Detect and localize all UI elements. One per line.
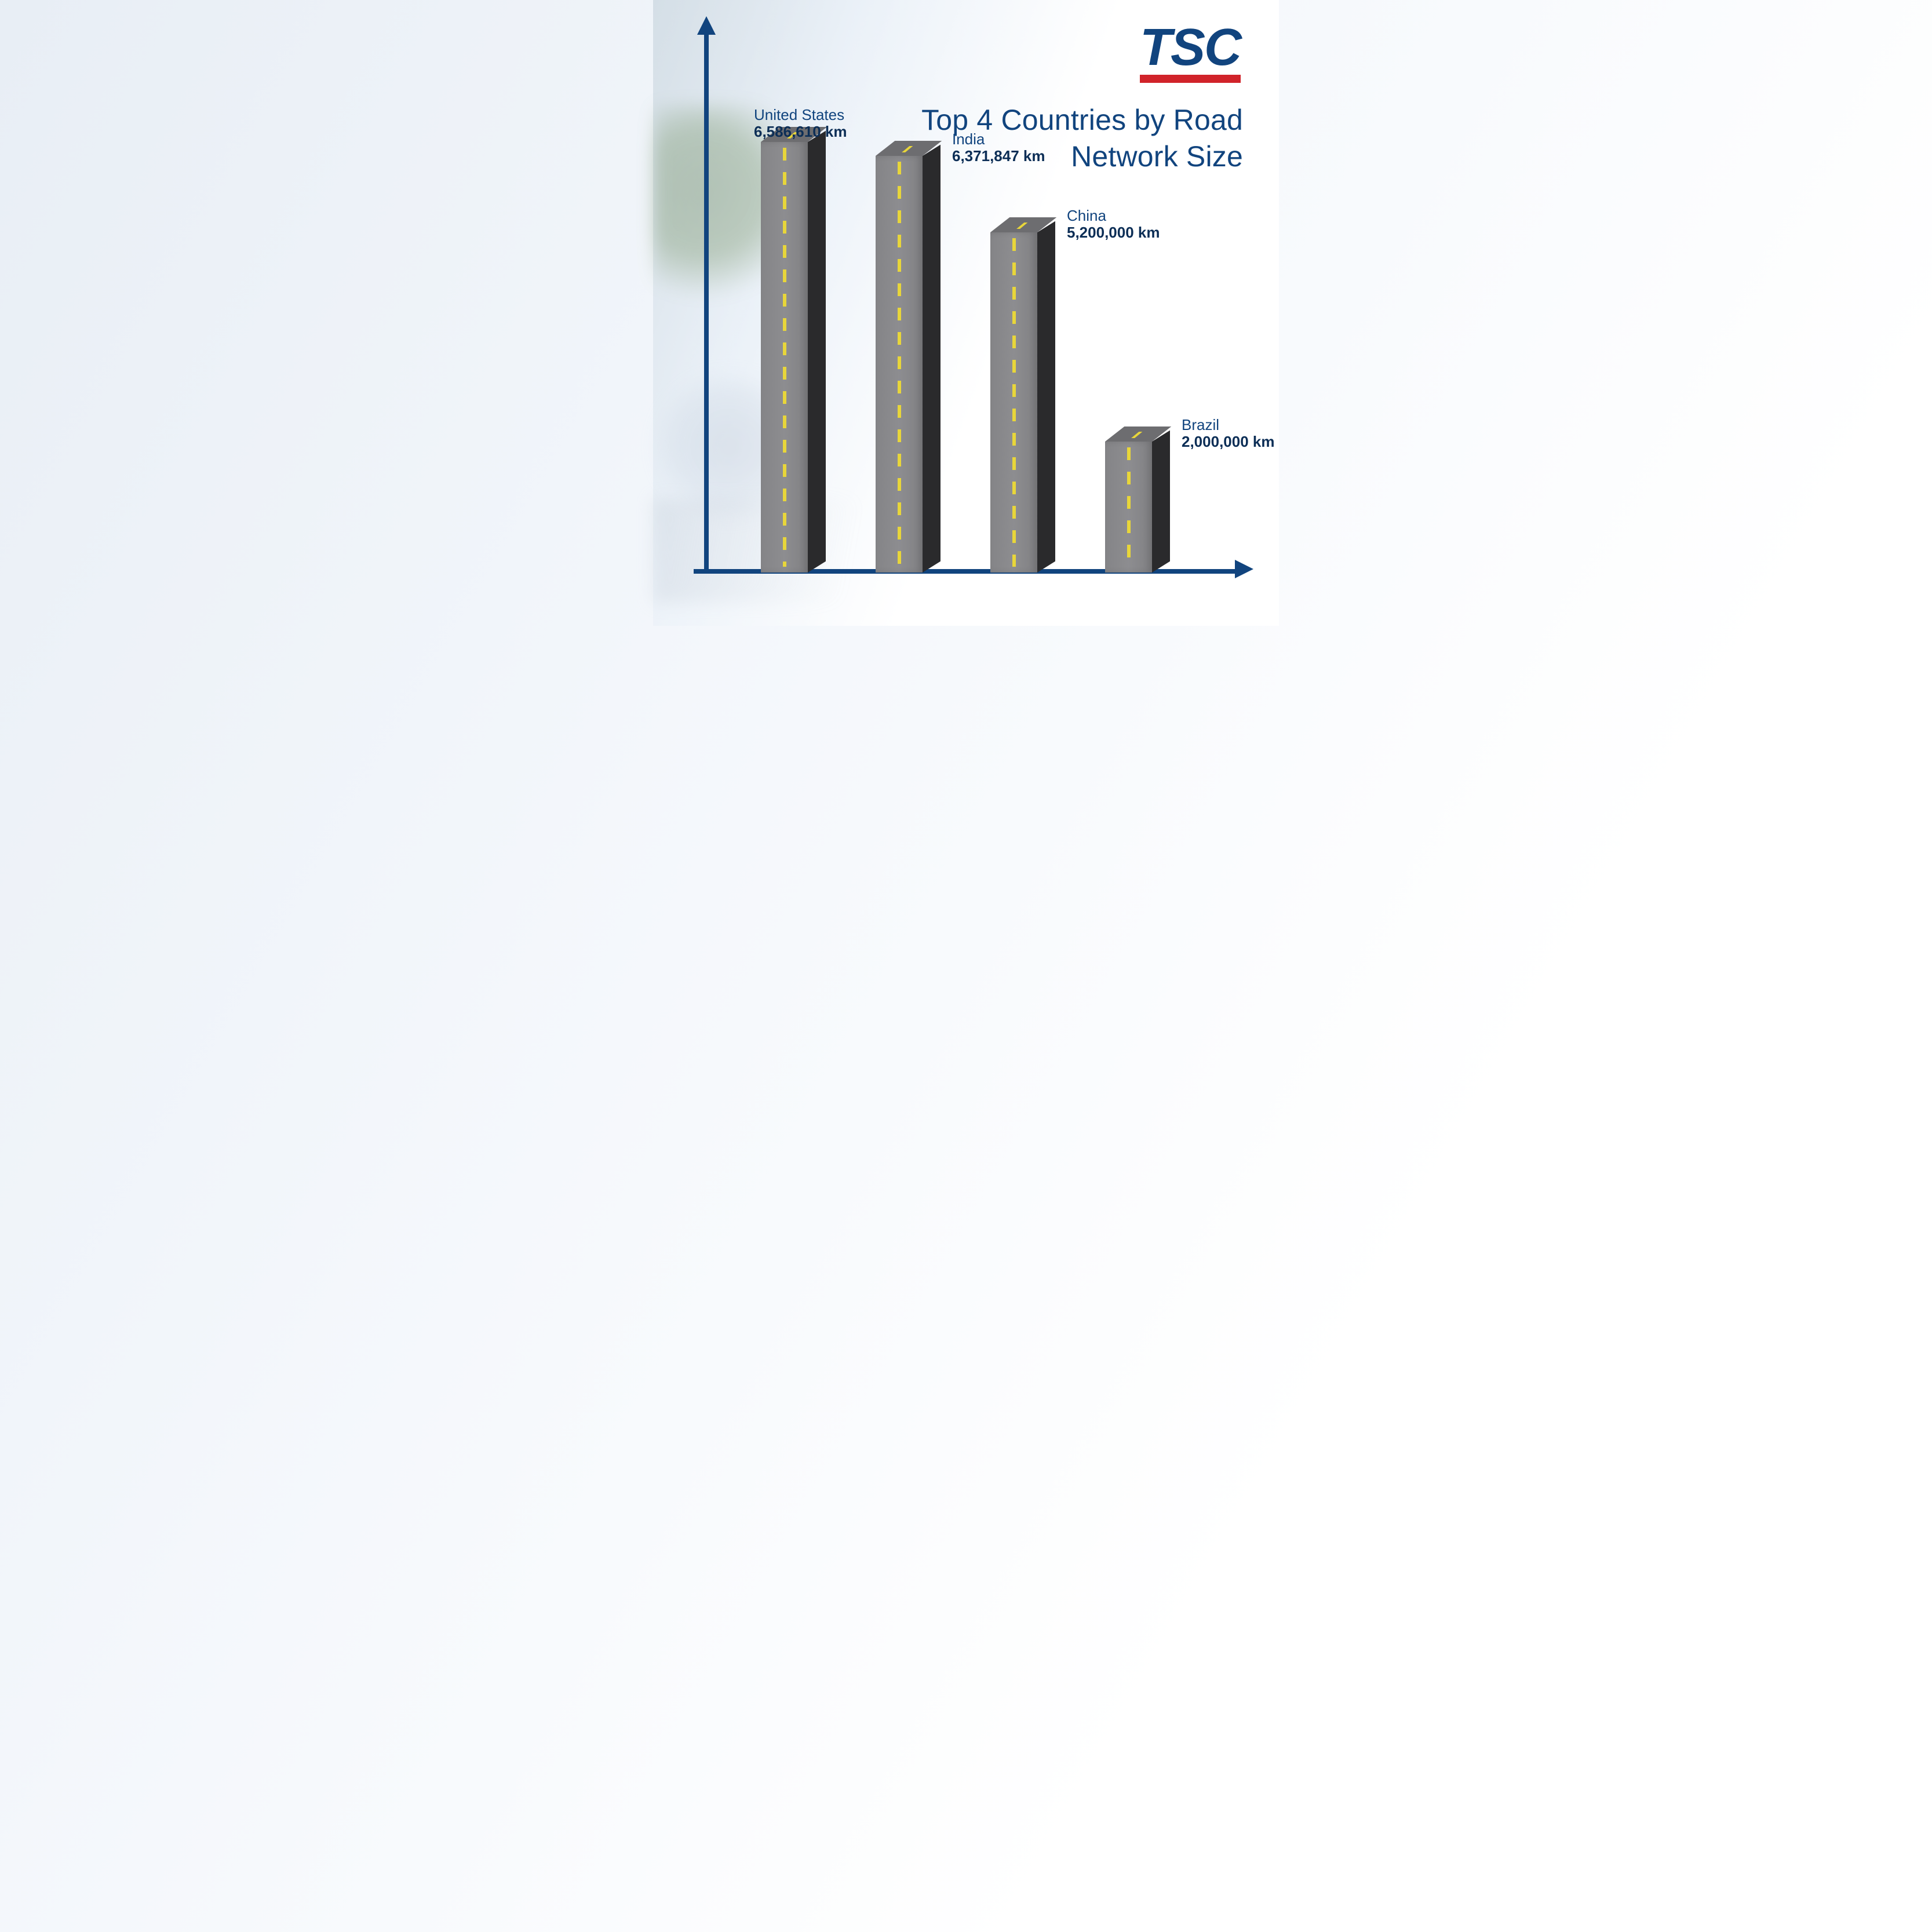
bar-side-face [1037,221,1055,573]
bar-label: United States6,586,610 km [754,106,847,141]
bar-country-label: Brazil [1182,416,1274,434]
bar-side-face [1152,430,1170,573]
bar-chart: United States6,586,610 km India6,371,847 … [709,29,1256,573]
bar-brazil: Brazil2,000,000 km [1105,442,1170,573]
bar-value-label: 6,371,847 km [952,147,1045,165]
bar-label: India6,371,847 km [952,130,1045,165]
bar-front-face [876,156,923,573]
y-axis [704,29,709,574]
bar-label: China5,200,000 km [1067,207,1160,242]
bar-country-label: United States [754,106,847,124]
bar-front-face [761,142,808,573]
bar-front-face [1105,442,1152,573]
bar-side-face [923,144,941,573]
bar-front-face [990,232,1037,573]
bar-united-states: United States6,586,610 km [761,142,826,573]
bar-value-label: 5,200,000 km [1067,224,1160,242]
road-bar-icon [876,156,941,573]
road-bar-icon [990,232,1055,573]
bar-label: Brazil2,000,000 km [1182,416,1274,451]
bar-value-label: 2,000,000 km [1182,433,1274,451]
bar-country-label: China [1067,207,1160,225]
road-bar-icon [761,142,826,573]
road-bar-icon [1105,442,1170,573]
bar-country-label: India [952,130,1045,148]
bar-china: China5,200,000 km [990,232,1055,573]
bar-value-label: 6,586,610 km [754,123,847,141]
infographic-canvas: TSC Top 4 Countries by Road Network Size… [653,0,1279,626]
bar-india: India6,371,847 km [876,156,941,573]
bar-side-face [808,130,826,573]
